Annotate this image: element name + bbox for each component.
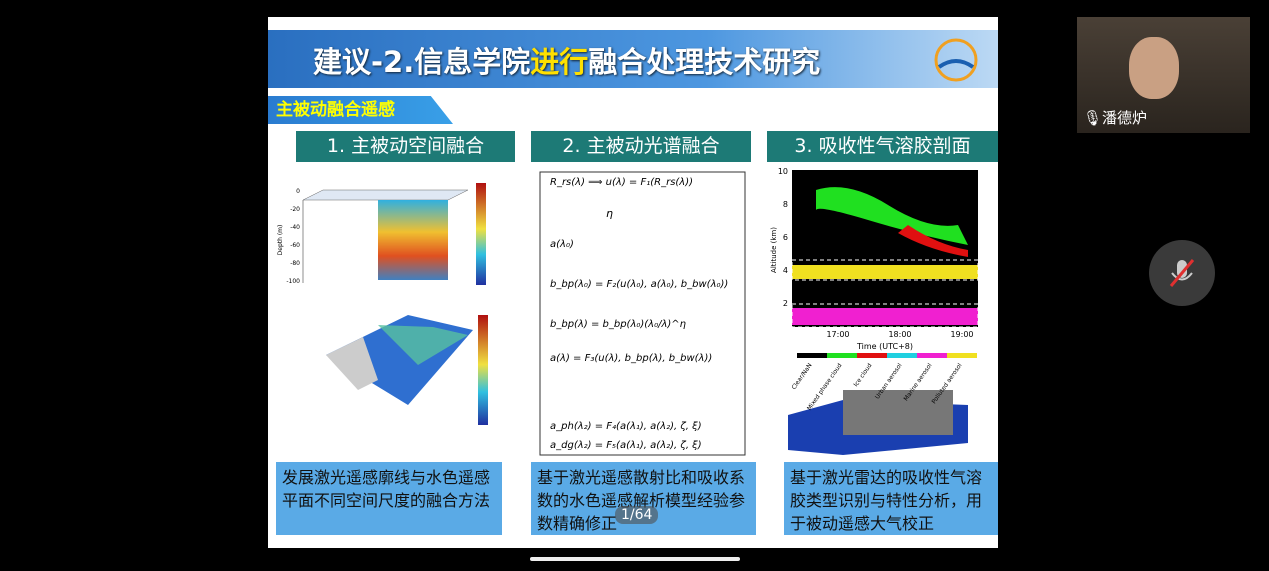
logo bbox=[934, 38, 978, 82]
legend-swatch bbox=[827, 353, 857, 358]
participant-name-text: 潘德炉 bbox=[1102, 109, 1148, 127]
tick-label: -80 bbox=[290, 260, 300, 267]
formula-box bbox=[539, 171, 746, 456]
tick-label: 18:00 bbox=[888, 330, 911, 339]
slide-title: 建议-2.信息学院进行融合处理技术研究 bbox=[313, 39, 820, 81]
tick-label: 0 bbox=[296, 188, 300, 195]
tick-label: 10 bbox=[778, 167, 788, 176]
tick-label: -100 bbox=[286, 278, 300, 285]
legend-swatch bbox=[887, 353, 917, 358]
tick-label: -40 bbox=[290, 224, 300, 231]
panel-caption: 发展激光遥感廓线与水色遥感平面不同空间尺度的融合方法 bbox=[276, 462, 502, 535]
tick-label: 17:00 bbox=[826, 330, 849, 339]
formula: b_bp(λ₀) = F₂(u(λ₀), a(λ₀), b_bw(λ₀)) bbox=[550, 279, 728, 290]
section-tag: 主被动融合遥感 bbox=[268, 96, 453, 124]
legend-label: Ice cloud bbox=[852, 362, 873, 388]
participant-face bbox=[1129, 37, 1179, 99]
panel-caption: 基于激光雷达的吸收性气溶胶类型识别与特性分析，用于被动遥感大气校正 bbox=[784, 462, 998, 535]
legend-swatch bbox=[917, 353, 947, 358]
axis-label: Altitude (km) bbox=[770, 227, 778, 273]
formula: b_bp(λ) = b_bp(λ₀)(λ₀/λ)^η bbox=[550, 319, 686, 330]
figure-3d-section bbox=[302, 183, 488, 425]
tick-label: 19:00 bbox=[950, 330, 973, 339]
mute-button[interactable] bbox=[1149, 240, 1215, 306]
tick-label: -60 bbox=[290, 242, 300, 249]
tick-label: 6 bbox=[783, 233, 788, 242]
formula: a(λ₀) bbox=[550, 239, 574, 250]
tick-label: -20 bbox=[290, 206, 300, 213]
panel-caption: 基于激光遥感散射比和吸收系数的水色遥感解析模型经验参数精确修正 bbox=[531, 462, 756, 535]
title-part: 进行 bbox=[530, 45, 589, 79]
participant-name: 🎙潘德炉 bbox=[1083, 109, 1148, 127]
axis-label: Depth (m) bbox=[277, 225, 284, 256]
tick-label: 8 bbox=[783, 200, 788, 209]
panel-heading: 1. 主被动空间融合 bbox=[296, 131, 515, 162]
legend-label: Clear/NaN bbox=[790, 362, 813, 391]
axis-label: Time (UTC+8) bbox=[856, 342, 913, 351]
title-band bbox=[268, 30, 998, 88]
figures: Depth (m) 0 -20 -40 -60 -80 -100 R_rs(λ) ⟹ u(λ)… bbox=[277, 167, 979, 456]
formula: a_ph(λ₂) = F₄(a(λ₁), a(λ₂), ζ, ξ) bbox=[550, 421, 702, 432]
panel-heading: 3. 吸收性气溶胶剖面 bbox=[767, 131, 998, 162]
formula: R_rs(λ) ⟹ u(λ) = F₁(R_rs(λ)) bbox=[550, 177, 693, 188]
title-part: 建议-2.信息学院 bbox=[313, 45, 531, 79]
video-tile[interactable]: 🎙潘德炉 bbox=[1077, 17, 1250, 133]
legend-swatch bbox=[857, 353, 887, 358]
page-indicator: 1/64 bbox=[615, 506, 659, 524]
mic-icon bbox=[1169, 259, 1195, 287]
panel-heading: 2. 主被动光谱融合 bbox=[531, 131, 751, 162]
title-part: 融合处理技术研究 bbox=[588, 45, 821, 79]
tick-label: 4 bbox=[783, 266, 788, 275]
home-bar[interactable] bbox=[530, 557, 740, 561]
formula: a(λ) = F₃(u(λ), b_bp(λ), b_bw(λ)) bbox=[550, 353, 712, 364]
legend-swatch bbox=[947, 353, 977, 358]
formula: a_dg(λ₂) = F₅(a(λ₁), a(λ₂), ζ, ξ) bbox=[550, 440, 702, 451]
tick-label: 2 bbox=[783, 299, 788, 308]
formula: η bbox=[606, 207, 613, 220]
legend-swatch bbox=[797, 353, 827, 358]
